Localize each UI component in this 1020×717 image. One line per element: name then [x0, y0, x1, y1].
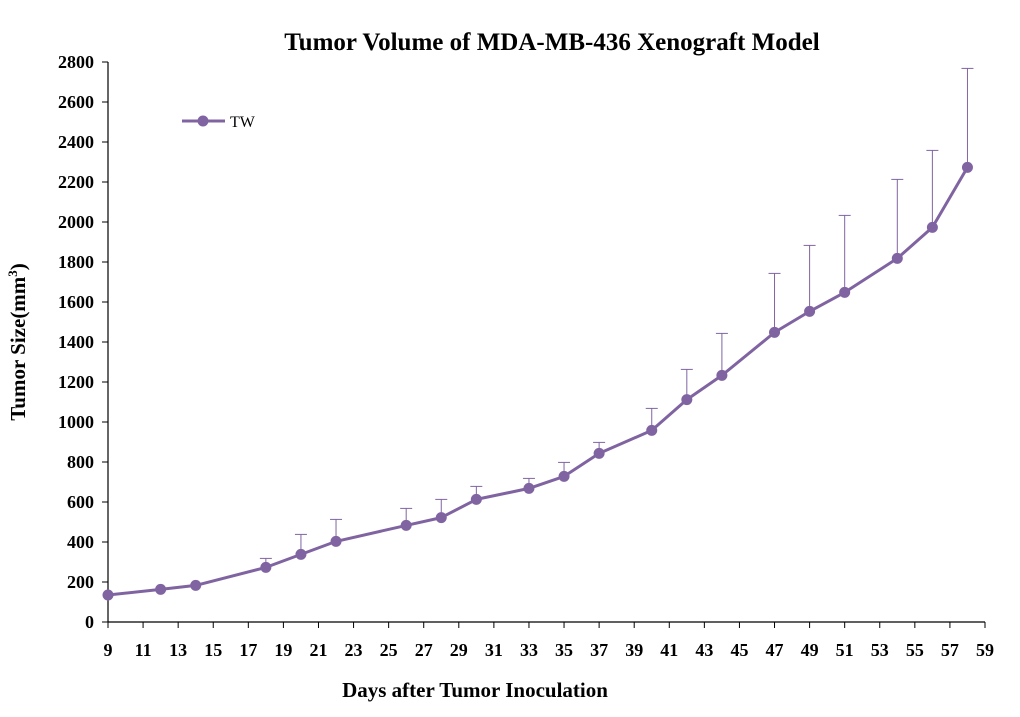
x-tick-label: 47: [766, 640, 784, 660]
x-tick-label: 21: [309, 640, 327, 660]
x-tick-label: 49: [801, 640, 819, 660]
data-points: [102, 161, 973, 601]
chart-title: Tumor Volume of MDA-MB-436 Xenograft Mod…: [284, 29, 819, 56]
data-point: [260, 561, 272, 573]
legend: TW: [182, 114, 256, 131]
x-tick-label: 15: [204, 640, 222, 660]
x-axis-ticks: 9 11 13 15 17 19 21 23 25 27 29 31 33 35 37 39 41 43 45 47 4…: [104, 622, 994, 660]
y-tick-label: 2000: [58, 212, 94, 232]
x-tick-label: 27: [415, 640, 433, 660]
y-tick-label: 2200: [58, 172, 94, 192]
y-tick-label: 600: [67, 492, 94, 512]
data-point: [400, 519, 412, 531]
y-axis-title: Tumor Size(mm3): [5, 263, 30, 421]
data-point: [961, 161, 973, 173]
y-tick-label: 200: [67, 572, 94, 592]
series-line-tw: [107, 166, 969, 597]
y-tick-label: 800: [67, 452, 94, 472]
data-point: [435, 512, 447, 524]
data-point: [646, 424, 658, 436]
x-tick-label: 11: [135, 640, 152, 660]
data-point: [330, 535, 342, 547]
x-tick-label: 55: [906, 640, 924, 660]
data-point: [681, 394, 693, 406]
y-axis-ticks: 0 200 400 600 800 1000 1200 1400 1600 1800 2000 220…: [58, 52, 108, 632]
y-axis-title-main: Tumor Size(mm: [6, 276, 30, 421]
legend-label-tw: TW: [230, 114, 256, 131]
data-point: [716, 369, 728, 381]
x-tick-label: 9: [104, 640, 113, 660]
data-point: [769, 326, 781, 338]
data-point: [190, 579, 202, 591]
data-point: [155, 583, 167, 595]
y-tick-label: 400: [67, 532, 94, 552]
y-tick-label: 1600: [58, 292, 94, 312]
x-tick-label: 33: [520, 640, 538, 660]
x-tick-label: 17: [239, 640, 257, 660]
y-axis-title-close: ): [6, 263, 30, 270]
data-point: [558, 470, 570, 482]
x-tick-label: 57: [941, 640, 959, 660]
x-tick-label: 45: [730, 640, 748, 660]
data-point: [926, 221, 938, 233]
y-tick-label: 2600: [58, 92, 94, 112]
y-tick-label: 1400: [58, 332, 94, 352]
data-point: [804, 305, 816, 317]
x-tick-label: 35: [555, 640, 573, 660]
x-axis-title: Days after Tumor Inoculation: [342, 678, 608, 702]
data-point: [470, 493, 482, 505]
x-tick-label: 53: [871, 640, 889, 660]
data-point: [295, 548, 307, 560]
error-bars: [259, 67, 974, 568]
x-tick-label: 39: [625, 640, 643, 660]
data-point: [891, 252, 903, 264]
x-tick-label: 59: [976, 640, 994, 660]
x-tick-label: 51: [836, 640, 854, 660]
data-point: [839, 286, 851, 298]
x-tick-label: 37: [590, 640, 608, 660]
x-tick-label: 29: [450, 640, 468, 660]
legend-marker-tw: [197, 115, 209, 127]
y-tick-label: 1000: [58, 412, 94, 432]
x-tick-label: 25: [380, 640, 398, 660]
y-tick-label: 2400: [58, 132, 94, 152]
x-tick-label: 31: [485, 640, 503, 660]
x-tick-label: 19: [274, 640, 292, 660]
y-tick-label: 2800: [58, 52, 94, 72]
x-tick-label: 43: [695, 640, 713, 660]
x-tick-label: 23: [345, 640, 363, 660]
x-tick-label: 41: [660, 640, 678, 660]
x-tick-label: 13: [169, 640, 187, 660]
y-tick-label: 1800: [58, 252, 94, 272]
data-point: [102, 589, 114, 601]
y-axis-title-sup: 3: [5, 270, 20, 277]
data-point: [523, 482, 535, 494]
y-tick-label: 1200: [58, 372, 94, 392]
y-tick-label: 0: [85, 612, 94, 632]
data-point: [593, 447, 605, 459]
